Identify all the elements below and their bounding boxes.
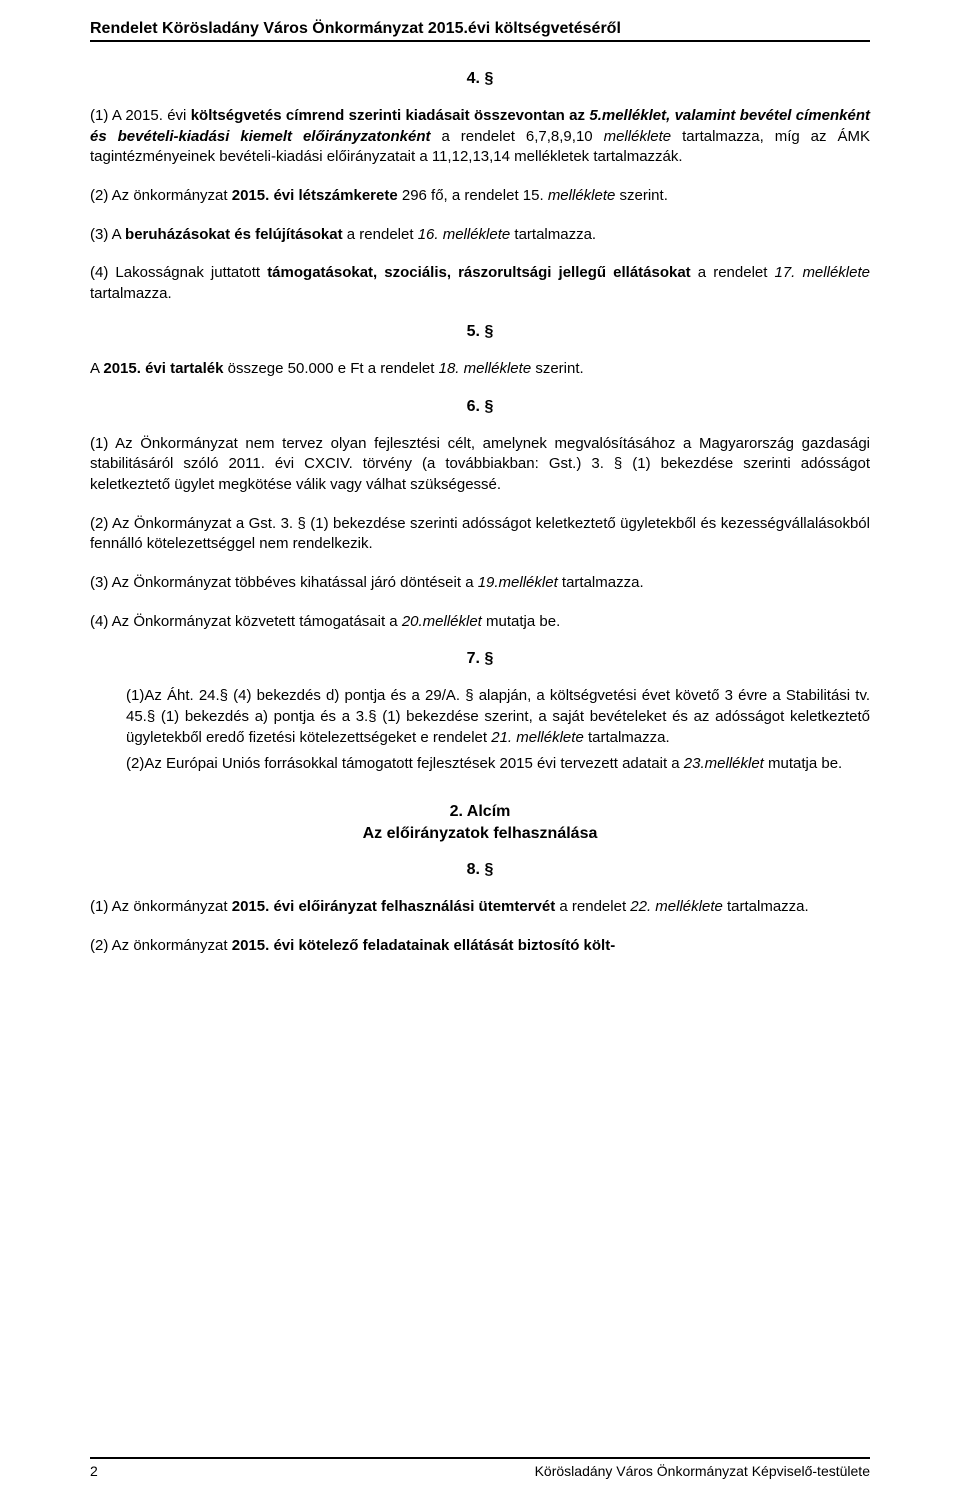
text: tartalmazza.: [588, 729, 670, 746]
text: szerint.: [620, 187, 668, 204]
text-bold: 2015. évi tartalék: [103, 360, 227, 377]
text: A: [90, 360, 103, 377]
section-7-number: 7. §: [90, 650, 870, 668]
text-italic: 20.melléklet: [402, 613, 486, 630]
text: 296 fő, a rendelet 15.: [398, 187, 548, 204]
text: a rendelet: [691, 264, 775, 281]
text-bold: 2015. évi létszámkerete: [232, 187, 398, 204]
section-8-paragraph-2: (2) Az önkormányzat 2015. évi kötelező f…: [90, 936, 870, 957]
text-italic: 22. melléklete: [630, 898, 727, 915]
subtitle-alcim-line2: Az előirányzatok felhasználása: [90, 825, 870, 843]
text-italic: melléklete: [548, 187, 620, 204]
text-bold: 2015. évi előirányzat felhasználási ütem…: [232, 898, 560, 915]
section-6-paragraph-4: (4) Az Önkormányzat közvetett támogatása…: [90, 612, 870, 633]
text-italic: 23.melléklet: [684, 755, 768, 772]
section-4-paragraph-4: (4) Lakosságnak juttatott támogatásokat,…: [90, 263, 870, 304]
section-7-paragraph-1: (1)Az Áht. 24.§ (4) bekezdés d) pontja é…: [90, 686, 870, 748]
text: tartalmazza.: [562, 574, 644, 591]
text: (4) Lakosságnak juttatott: [90, 264, 267, 281]
section-4-paragraph-2: (2) Az önkormányzat 2015. évi létszámker…: [90, 186, 870, 207]
subtitle-alcim-line1: 2. Alcím: [90, 803, 870, 821]
text: tartalmazza.: [727, 898, 809, 915]
section-6-number: 6. §: [90, 398, 870, 416]
section-8-paragraph-1: (1) Az önkormányzat 2015. évi előirányza…: [90, 897, 870, 918]
text-italic: 19.melléklet: [478, 574, 562, 591]
text-bold: támogatásokat, szociális, rászorultsági …: [267, 264, 691, 281]
text: (2) Az önkormányzat: [90, 937, 232, 954]
page-footer: 2 Körösladány Város Önkormányzat Képvise…: [90, 1457, 870, 1479]
text-italic: 17. melléklete: [775, 264, 870, 281]
text: a rendelet: [559, 898, 630, 915]
text: (1) Az önkormányzat: [90, 898, 232, 915]
section-4-paragraph-1: (1) A 2015. évi költségvetés címrend sze…: [90, 106, 870, 168]
text: a rendelet 6,7,8,9,10: [431, 128, 604, 145]
text: összege 50.000 e Ft a rendelet: [228, 360, 439, 377]
text: szerint.: [535, 360, 583, 377]
text-bold: 2015. évi kötelező feladatainak ellátásá…: [232, 937, 615, 954]
text: tartalmazza.: [514, 226, 596, 243]
text: (4) Az Önkormányzat közvetett támogatása…: [90, 613, 402, 630]
text-italic: 16. melléklete: [418, 226, 515, 243]
section-6-paragraph-1: (1) Az Önkormányzat nem tervez olyan fej…: [90, 434, 870, 496]
text-italic: 21. melléklete: [491, 729, 588, 746]
footer-text: Körösladány Város Önkormányzat Képviselő…: [535, 1463, 870, 1479]
text: mutatja be.: [486, 613, 560, 630]
section-7-paragraph-2: (2)Az Európai Uniós forrásokkal támogato…: [90, 754, 870, 775]
text: (1) A 2015. évi: [90, 107, 191, 124]
section-4-paragraph-3: (3) A beruházásokat és felújításokat a r…: [90, 225, 870, 246]
text: a rendelet: [343, 226, 418, 243]
text-italic: 18. melléklete: [439, 360, 536, 377]
text-bold: beruházásokat és felújításokat: [125, 226, 343, 243]
page-number: 2: [90, 1463, 98, 1479]
page-header-title: Rendelet Körösladány Város Önkormányzat …: [90, 20, 870, 42]
text: (2)Az Európai Uniós forrásokkal támogato…: [126, 755, 684, 772]
section-6-paragraph-3: (3) Az Önkormányzat többéves kihatással …: [90, 573, 870, 594]
text: (2) Az önkormányzat: [90, 187, 232, 204]
text-bold: költségvetés címrend szerinti kiadásait …: [191, 107, 590, 124]
section-5-number: 5. §: [90, 323, 870, 341]
section-8-number: 8. §: [90, 861, 870, 879]
section-4-number: 4. §: [90, 70, 870, 88]
text-italic: melléklete: [604, 128, 682, 145]
text: (3) A: [90, 226, 125, 243]
section-6-paragraph-2: (2) Az Önkormányzat a Gst. 3. § (1) beke…: [90, 514, 870, 555]
text: mutatja be.: [768, 755, 842, 772]
text: (3) Az Önkormányzat többéves kihatással …: [90, 574, 478, 591]
text: tartalmazza.: [90, 285, 172, 302]
document-page: Rendelet Körösladány Város Önkormányzat …: [0, 0, 960, 1495]
section-5-paragraph-1: A 2015. évi tartalék összege 50.000 e Ft…: [90, 359, 870, 380]
